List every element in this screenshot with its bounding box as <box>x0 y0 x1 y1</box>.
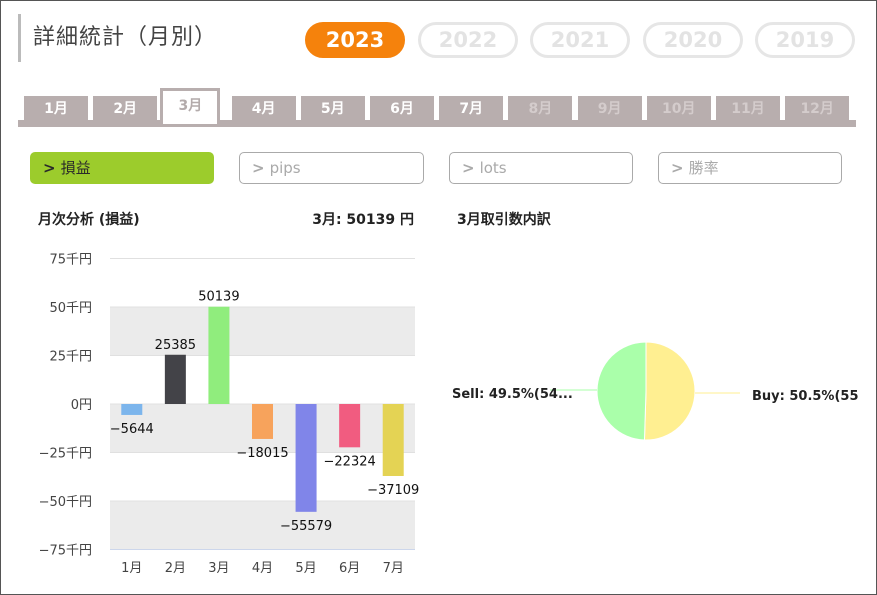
bar-2月 <box>164 354 186 404</box>
y-tick-label: −75千円 <box>39 544 92 559</box>
metric-label: pips <box>269 159 301 177</box>
y-tick-label: −25千円 <box>39 447 92 462</box>
data-label: −18015 <box>236 446 288 461</box>
page-title: 詳細統計（月別） <box>33 25 218 50</box>
metric-button-2[interactable]: > pips <box>239 152 424 184</box>
month-tab-12[interactable]: 12月 <box>785 96 850 122</box>
month-tab-3[interactable]: 3月 <box>160 88 221 124</box>
x-tick-label: 4月 <box>252 561 273 576</box>
chart-title: 月次分析 (損益) <box>38 212 140 228</box>
metric-button-4[interactable]: > 勝率 <box>658 152 842 184</box>
chart-band <box>110 501 415 550</box>
month-tab-9[interactable]: 9月 <box>577 96 642 122</box>
bar-4月 <box>252 404 273 439</box>
month-tab-1[interactable]: 1月 <box>24 96 88 122</box>
month-tab-2[interactable]: 2月 <box>93 96 158 122</box>
data-label: −55579 <box>280 519 332 534</box>
month-tab-4[interactable]: 4月 <box>231 96 296 122</box>
chevron-right-icon: > <box>252 159 265 177</box>
bar-6月 <box>339 404 361 448</box>
trade-breakdown-pie-chart: Buy: 50.5%(55 Sell: 49.5%(54... <box>452 341 859 441</box>
metric-label: 損益 <box>60 159 91 177</box>
month-tab-10[interactable]: 10月 <box>646 96 711 122</box>
year-button-2019[interactable]: 2019 <box>755 22 855 58</box>
year-button-2021[interactable]: 2021 <box>530 22 630 58</box>
chart-summary: 3月: 50139 円 <box>312 212 414 228</box>
metric-button-3[interactable]: > lots <box>449 152 633 184</box>
x-tick-label: 7月 <box>383 561 404 576</box>
chevron-right-icon: > <box>43 159 56 177</box>
metric-label: lots <box>479 159 507 177</box>
chevron-right-icon: > <box>462 159 475 177</box>
monthly-pnl-bar-chart: 75千円 50千円 25千円 0円 −25千円 −50千円 −75千円 −5644 1月 2538… <box>39 253 420 577</box>
chart-band <box>110 307 415 356</box>
bar-1月 <box>121 404 143 415</box>
bar-7月 <box>382 404 404 476</box>
year-button-2023[interactable]: 2023 <box>305 22 405 58</box>
data-label: −37109 <box>367 483 419 498</box>
metric-button-1[interactable]: > 損益 <box>30 152 214 184</box>
y-tick-label: 0円 <box>71 398 92 413</box>
data-label: 25385 <box>155 338 196 353</box>
x-tick-label: 2月 <box>165 561 186 576</box>
data-label: 50139 <box>198 290 239 305</box>
bar-3月 <box>208 306 230 404</box>
month-tab-11[interactable]: 11月 <box>716 96 780 122</box>
month-tab-strip <box>18 120 856 127</box>
pie-slice-buy <box>643 341 696 441</box>
data-label: −5644 <box>110 422 154 437</box>
x-tick-label: 1月 <box>121 561 142 576</box>
x-tick-label: 5月 <box>295 561 316 576</box>
bar-5月 <box>295 404 317 512</box>
metric-label: 勝率 <box>688 159 719 177</box>
pie-slice-sell <box>596 341 647 441</box>
year-button-2022[interactable]: 2022 <box>418 22 518 58</box>
month-tab-5[interactable]: 5月 <box>300 96 365 122</box>
pie-label-buy: Buy: 50.5%(55 <box>752 389 859 404</box>
y-tick-label: 25千円 <box>49 350 92 365</box>
month-tab-6[interactable]: 6月 <box>370 96 434 122</box>
pie-label-sell: Sell: 49.5%(54... <box>452 387 573 402</box>
y-tick-label: 50千円 <box>49 301 92 316</box>
x-tick-label: 6月 <box>339 561 360 576</box>
month-tab-7[interactable]: 7月 <box>439 96 504 122</box>
y-tick-label: −50千円 <box>39 495 92 510</box>
data-label: −22324 <box>324 454 376 469</box>
y-tick-label: 75千円 <box>49 253 92 268</box>
month-tab-8[interactable]: 8月 <box>508 96 573 122</box>
year-button-2020[interactable]: 2020 <box>643 22 743 58</box>
x-tick-label: 3月 <box>208 561 229 576</box>
header: 詳細統計（月別） <box>18 14 217 62</box>
pie-title: 3月取引数内訳 <box>457 212 551 228</box>
chevron-right-icon: > <box>671 159 684 177</box>
